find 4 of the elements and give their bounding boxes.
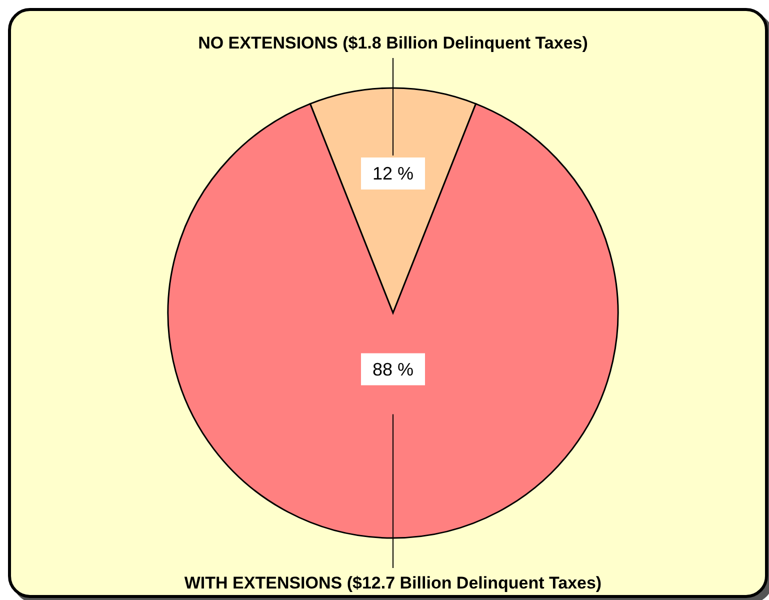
data-label: 88 % [372,359,414,380]
data-label: 12 % [372,164,414,184]
slice-label: NO EXTENSIONS ($1.8 Billion Delinquent Taxes) [198,34,588,52]
slice-label: WITH EXTENSIONS ($12.7 Billion Delinquent Taxes) [184,574,602,592]
